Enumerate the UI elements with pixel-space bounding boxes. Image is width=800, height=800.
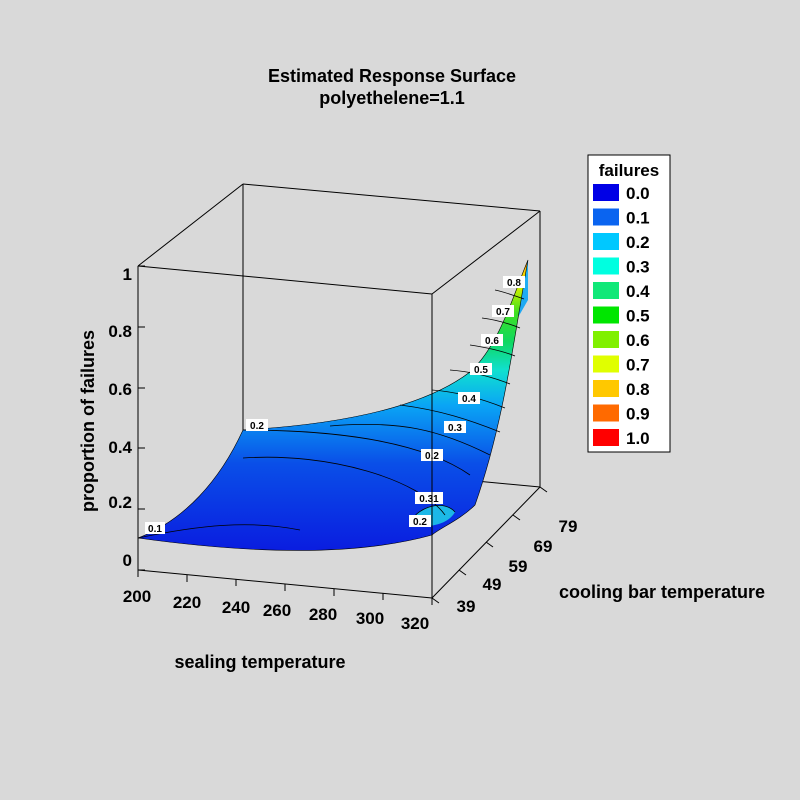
y-tick-label: 69: [534, 537, 553, 556]
legend-swatch: [593, 257, 619, 275]
legend-label: 0.8: [626, 380, 650, 399]
z-tick-label: 0: [123, 551, 132, 570]
legend-label: 0.0: [626, 184, 650, 203]
legend-label: 1.0: [626, 429, 650, 448]
y-tick-label: 39: [457, 597, 476, 616]
contour-line: [469, 344, 516, 357]
legend-swatch: [593, 306, 619, 324]
x-tick-label: 220: [173, 593, 201, 612]
contour-label: 0.2: [409, 515, 431, 528]
z-tick-label: 0.4: [108, 438, 132, 457]
svg-text:0.3: 0.3: [448, 423, 462, 434]
legend-label: 0.3: [626, 258, 650, 277]
chart-title: Estimated Response Surface: [268, 66, 516, 86]
contour-label: 0.7: [492, 305, 514, 318]
legend-swatch: [593, 380, 619, 397]
contour-line: [242, 429, 471, 476]
legend-box: [587, 154, 671, 453]
contour-label: 0.31: [415, 492, 443, 505]
contour-label: 0.6: [481, 334, 503, 347]
contour-line: [449, 369, 511, 385]
legend-label: 0.7: [626, 356, 650, 375]
chart-subtitle: polyethelene=1.1: [319, 88, 465, 108]
legend-swatch: [593, 184, 619, 201]
legend-swatch: [593, 282, 619, 299]
z-tick-label: 0.6: [108, 380, 132, 399]
svg-text:0.8: 0.8: [507, 278, 521, 289]
surface-main: [137, 259, 529, 551]
svg-text:0.1: 0.1: [148, 524, 162, 535]
x-axis-label: sealing temperature: [174, 652, 345, 672]
svg-text:0.6: 0.6: [485, 336, 499, 347]
legend-swatch: [593, 233, 619, 250]
legend-label: 0.4: [626, 282, 650, 301]
contour-label: 0.8: [503, 276, 525, 289]
contour-line: [481, 317, 521, 329]
contour-line: [494, 289, 525, 300]
x-tick-label: 320: [401, 614, 429, 633]
contour-label: 0.3: [444, 421, 466, 434]
x-tick-label: 200: [123, 587, 151, 606]
z-axis-label: proportion of failures: [78, 330, 98, 512]
legend-swatch: [593, 208, 619, 226]
legend-swatch: [593, 429, 619, 446]
z-tick-label: 0.2: [108, 493, 132, 512]
svg-text:0.2: 0.2: [250, 421, 264, 432]
contour-label: 0.2: [246, 419, 268, 432]
legend-label: 0.9: [626, 405, 650, 424]
contour-line: [399, 404, 501, 433]
legend-label: 0.5: [626, 307, 650, 326]
x-tick-label: 280: [309, 605, 337, 624]
contour-line: [329, 423, 491, 456]
legend-swatch: [593, 404, 619, 422]
legend-label: 0.1: [626, 209, 650, 228]
legend-label: 0.2: [626, 233, 650, 252]
svg-text:0.2: 0.2: [413, 517, 427, 528]
legend-swatch: [593, 355, 619, 373]
y-axis-label: cooling bar temperature: [559, 582, 765, 602]
legend: failures 0.0 0.1 0.2 0.3 0.4 0.5 0.6 0.7 0.8 0.9 1…: [587, 154, 671, 453]
legend-label: 0.6: [626, 331, 650, 350]
response-surface: 0.1 0.2 0.2 0.31 0.2 0.3: [137, 259, 529, 551]
x-tick-label: 300: [356, 609, 384, 628]
svg-text:0.7: 0.7: [496, 307, 510, 318]
svg-text:0.5: 0.5: [474, 365, 488, 376]
y-tick-label: 49: [483, 575, 502, 594]
contour-label: 0.4: [458, 392, 480, 405]
x-tick-label: 240: [222, 598, 250, 617]
x-axis: 200 220 240 260 280 300 320 sealing temp…: [123, 570, 433, 672]
z-tick-label: 0.8: [108, 322, 132, 341]
y-tick-label: 79: [559, 517, 578, 536]
legend-title: failures: [599, 161, 659, 180]
svg-text:0.4: 0.4: [462, 394, 476, 405]
y-axis: 39 49 59 69 79 cooling bar temperature: [431, 486, 765, 616]
z-tick-label: 1: [123, 265, 132, 284]
svg-text:0.31: 0.31: [419, 494, 439, 505]
contour-label: 0.1: [145, 522, 165, 535]
y-tick-label: 59: [509, 557, 528, 576]
contour-label: 0.5: [470, 363, 492, 376]
legend-swatch: [593, 331, 619, 348]
z-axis: 0 0.2 0.4 0.6 0.8 1 proportion of failur…: [78, 265, 145, 571]
x-tick-label: 260: [263, 601, 291, 620]
